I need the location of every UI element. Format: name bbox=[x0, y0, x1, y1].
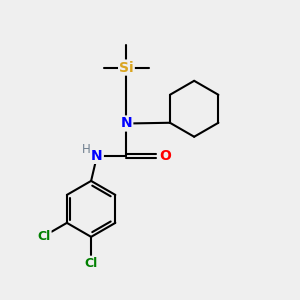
Text: O: O bbox=[159, 149, 171, 163]
Text: N: N bbox=[91, 149, 103, 163]
Text: Cl: Cl bbox=[85, 257, 98, 270]
Text: Si: Si bbox=[119, 61, 134, 75]
Text: H: H bbox=[82, 143, 91, 157]
Text: N: N bbox=[121, 116, 132, 130]
Text: Cl: Cl bbox=[37, 230, 51, 243]
